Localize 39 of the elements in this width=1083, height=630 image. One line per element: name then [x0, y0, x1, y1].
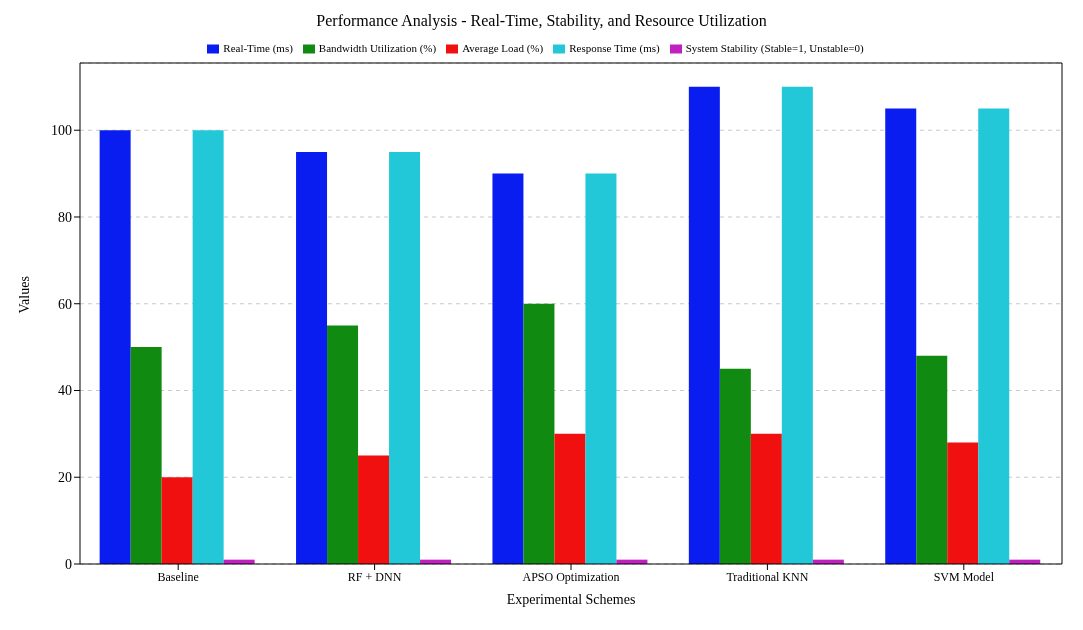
bar	[554, 433, 586, 564]
bar	[719, 368, 751, 564]
legend-label: System Stability (Stable=1, Unstable=0)	[685, 42, 864, 54]
bar	[978, 108, 1010, 564]
bar	[947, 442, 979, 564]
bar	[585, 173, 617, 564]
bar	[389, 151, 421, 564]
x-tick-label: SVM Model	[933, 569, 995, 584]
bar	[885, 108, 917, 564]
bar	[688, 86, 720, 564]
bar	[296, 151, 328, 564]
y-tick-label: 80	[58, 209, 72, 225]
bar	[358, 455, 390, 564]
bar	[192, 130, 224, 564]
bar	[523, 303, 555, 564]
x-tick-label: Baseline	[157, 569, 199, 584]
legend-label: Average Load (%)	[462, 42, 544, 54]
bar	[750, 433, 782, 564]
bar	[161, 477, 193, 564]
y-tick-label: 100	[51, 123, 72, 139]
x-tick-label: APSO Optimization	[522, 569, 620, 584]
y-tick-label: 60	[58, 296, 72, 312]
legend-label: Real-Time (ms)	[223, 42, 293, 54]
y-tick-label: 0	[65, 556, 72, 572]
legend-label: Response Time (ms)	[569, 42, 660, 54]
x-tick-label: Traditional KNN	[726, 569, 809, 584]
bar	[492, 173, 524, 564]
bar	[130, 347, 162, 564]
y-tick-label: 20	[58, 470, 72, 486]
y-tick-label: 40	[58, 383, 72, 399]
legend-label: Bandwidth Utilization (%)	[318, 42, 437, 54]
x-axis-title: Experimental Schemes	[506, 592, 636, 607]
bar	[327, 325, 359, 564]
y-axis-title: Values	[16, 276, 32, 314]
bar	[99, 130, 131, 564]
bar	[916, 355, 948, 564]
chart-title: Performance Analysis - Real-Time, Stability, and Resource Utilization	[315, 11, 768, 32]
x-tick-label: RF + DNN	[347, 569, 402, 584]
bar	[781, 86, 813, 564]
